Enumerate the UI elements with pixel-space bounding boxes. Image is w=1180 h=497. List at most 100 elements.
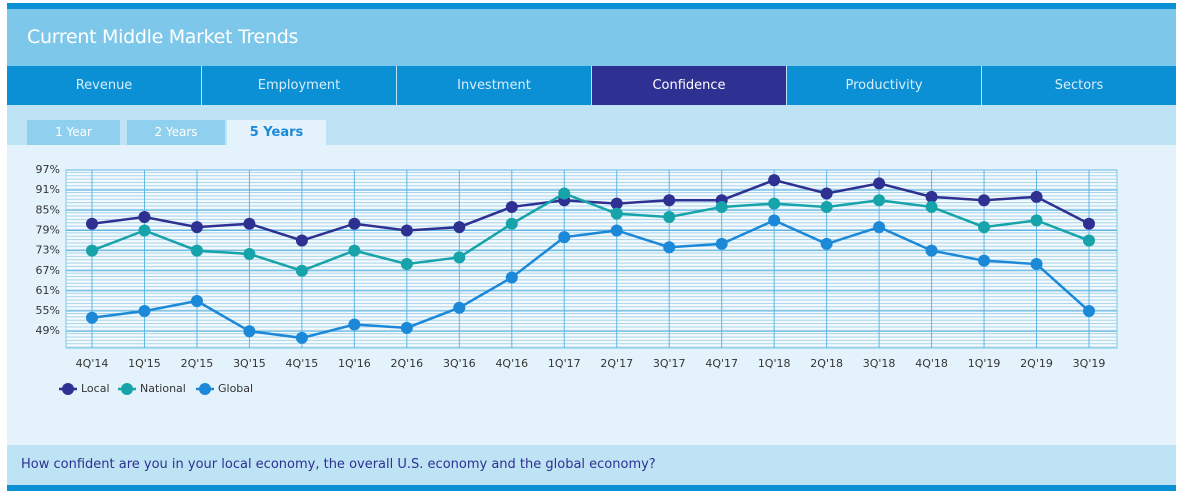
data-point	[86, 217, 98, 230]
data-point	[243, 217, 256, 230]
x-tick-label: 4Q'16	[495, 357, 528, 370]
data-point	[243, 247, 256, 260]
data-point	[1083, 305, 1095, 318]
data-point	[505, 200, 518, 213]
question: How confident are you in your local econ…	[21, 457, 656, 472]
x-tick-label: 1Q'17	[548, 357, 581, 370]
period-tab[interactable]: 2 Years	[127, 120, 225, 145]
y-tick-label: 85%	[36, 203, 60, 216]
y-tick-label: 67%	[36, 264, 60, 277]
data-point	[715, 237, 728, 250]
data-point	[400, 258, 413, 271]
legend-label: Global	[218, 382, 253, 395]
data-point	[978, 221, 991, 234]
x-tick-label: 4Q'14	[76, 357, 109, 370]
x-tick-label: 1Q'19	[968, 357, 1001, 370]
x-tick-label: 4Q'15	[286, 357, 319, 370]
data-point	[138, 211, 151, 224]
data-point	[768, 174, 781, 187]
header: Current Middle Market Trends	[7, 9, 1176, 66]
data-point	[820, 187, 833, 200]
data-point	[820, 200, 833, 213]
tab[interactable]: Confidence	[592, 66, 787, 105]
data-point	[768, 214, 781, 227]
x-tick-label: 2Q'15	[181, 357, 214, 370]
data-point	[138, 305, 151, 318]
data-point	[400, 321, 413, 334]
legend-label: National	[140, 382, 186, 395]
data-point	[243, 325, 256, 338]
data-point	[1030, 258, 1043, 271]
data-point	[190, 294, 203, 307]
x-tick-label: 3Q'15	[233, 357, 266, 370]
data-point	[715, 200, 728, 213]
x-tick-label: 1Q'15	[128, 357, 161, 370]
x-tick-label: 3Q'18	[863, 357, 896, 370]
data-point	[295, 331, 308, 344]
series-line	[91, 219, 1090, 340]
tab[interactable]: Investment	[397, 66, 592, 105]
data-point	[610, 224, 623, 237]
data-point	[190, 221, 203, 234]
data-point	[768, 197, 781, 210]
x-tick-label: 2Q'18	[810, 357, 843, 370]
data-point	[558, 231, 571, 244]
x-tick-label: 3Q'16	[443, 357, 476, 370]
x-tick-label: 1Q'16	[338, 357, 371, 370]
data-point	[453, 301, 466, 314]
x-tick-label: 2Q'17	[600, 357, 633, 370]
data-point	[873, 194, 886, 207]
plot-area	[65, 169, 1118, 349]
y-tick-label: 97%	[36, 163, 60, 176]
tab[interactable]: Employment	[202, 66, 397, 105]
x-tick-label: 3Q'17	[653, 357, 686, 370]
tab[interactable]: Sectors	[1054, 78, 1104, 93]
tab[interactable]: Productivity	[787, 66, 982, 105]
series-line	[91, 178, 1090, 242]
footer: How confident are you in your local econ…	[7, 445, 1176, 485]
x-tick-label: 4Q'17	[705, 357, 738, 370]
x-tick-label: 4Q'18	[915, 357, 948, 370]
x-tick-label: 2Q'19	[1020, 357, 1053, 370]
data-point	[610, 197, 623, 210]
y-tick-label: 55%	[36, 304, 60, 317]
y-tick-label: 79%	[36, 223, 60, 236]
bottom-bar	[7, 485, 1176, 491]
data-point	[1083, 217, 1095, 230]
data-point	[978, 194, 991, 207]
y-tick-label: 91%	[36, 183, 60, 196]
tab-bar: Revenue Employment Investment Confidence…	[7, 66, 1176, 105]
data-point	[873, 221, 886, 234]
tab[interactable]: Revenue	[7, 66, 202, 105]
data-point	[453, 251, 466, 264]
y-tick-label: 61%	[36, 284, 60, 297]
period-bar: 1 Year 2 Years 5 Years	[7, 105, 1176, 145]
x-tick-label: 2Q'16	[390, 357, 423, 370]
y-tick-label: 73%	[36, 244, 60, 257]
legend-label: Local	[81, 382, 110, 395]
data-point	[978, 254, 991, 267]
data-point	[348, 244, 361, 257]
data-point	[400, 224, 413, 237]
chart: 4Q'14 1Q'15 2Q'15 3Q'15 4Q'15 1Q'16 2Q'16 3Q'16…	[36, 163, 1118, 395]
data-point	[663, 241, 676, 254]
legend-marker	[121, 383, 133, 395]
data-point	[453, 221, 466, 234]
data-point	[295, 264, 308, 277]
data-point	[925, 200, 938, 213]
data-point	[610, 207, 623, 220]
period-tab[interactable]: 1 Year	[27, 120, 120, 145]
data-point	[348, 318, 361, 331]
data-point	[925, 244, 938, 257]
data-point	[138, 224, 151, 237]
data-point	[505, 217, 518, 230]
data-point	[295, 234, 308, 247]
data-point	[873, 177, 886, 190]
data-point	[663, 194, 676, 207]
data-point	[86, 311, 98, 324]
y-tick-label: 49%	[36, 324, 60, 337]
data-point	[86, 244, 98, 257]
data-point	[348, 217, 361, 230]
period-tab[interactable]: 5 Years	[227, 120, 326, 145]
